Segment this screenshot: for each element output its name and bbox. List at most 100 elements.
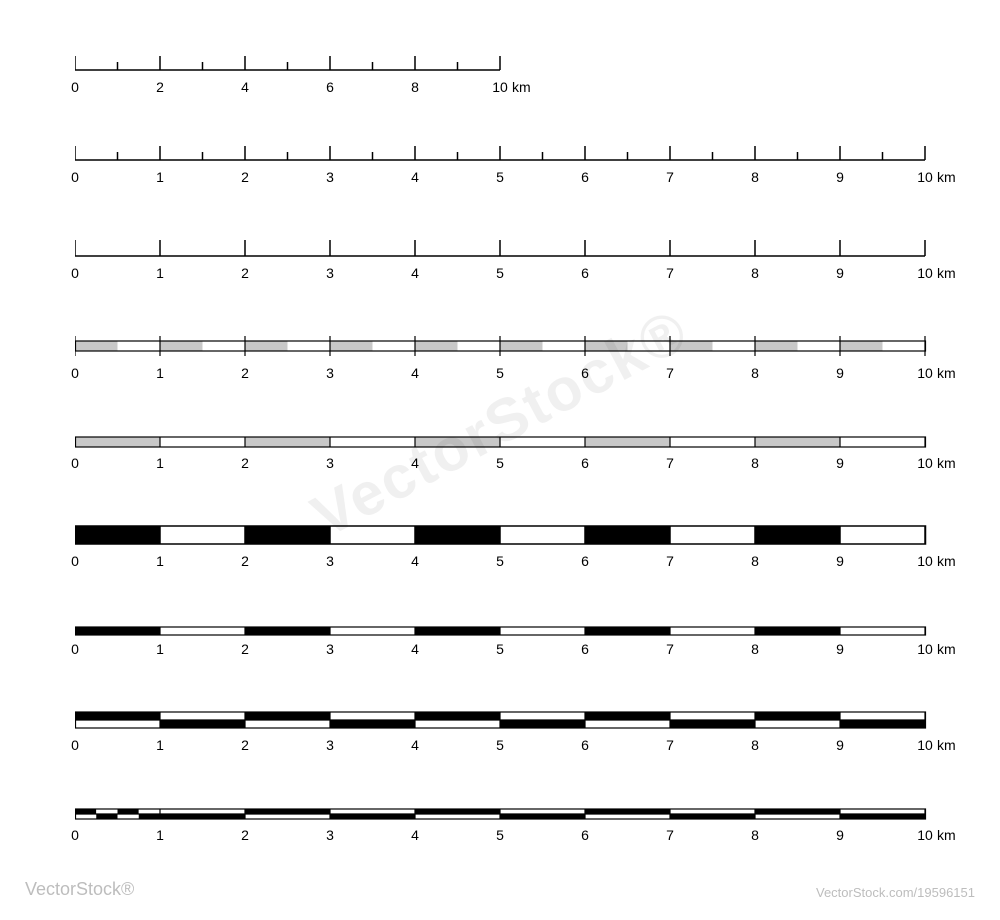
scalebar-bar-6: 012345678910km (75, 525, 925, 573)
scale-label: 2 (241, 265, 249, 281)
scale-label: 8 (751, 169, 759, 185)
scale-label: 1 (156, 553, 164, 569)
scalebar-svg (75, 525, 927, 545)
scale-label: 7 (666, 365, 674, 381)
scale-label: 5 (496, 737, 504, 753)
unit-label: km (937, 553, 956, 569)
scale-label: 1 (156, 641, 164, 657)
scalebar-graphic (75, 623, 925, 633)
unit-label: km (937, 737, 956, 753)
scale-label: 7 (666, 827, 674, 843)
scale-label: 3 (326, 365, 334, 381)
scale-label: 1 (156, 365, 164, 381)
scalebar-bar-9: 012345678910km (75, 807, 925, 847)
scale-label: 4 (241, 79, 249, 95)
scale-label: 4 (411, 365, 419, 381)
scale-label: 5 (496, 265, 504, 281)
scale-label: 9 (836, 455, 844, 471)
unit-label: km (937, 641, 956, 657)
scalebar-graphic (75, 435, 925, 447)
unit-label: km (937, 365, 956, 381)
scale-label: 9 (836, 553, 844, 569)
scale-label: 4 (411, 455, 419, 471)
scale-label: 4 (411, 553, 419, 569)
scale-label: 1 (156, 265, 164, 281)
scale-label: 0 (71, 169, 79, 185)
scale-label: 7 (666, 553, 674, 569)
scale-label: 0 (71, 827, 79, 843)
scale-label: 6 (581, 455, 589, 471)
scale-label: 6 (581, 737, 589, 753)
scale-label: 7 (666, 641, 674, 657)
scale-label: 3 (326, 737, 334, 753)
scale-label: 5 (496, 553, 504, 569)
scale-label: 8 (751, 553, 759, 569)
scale-label: 9 (836, 827, 844, 843)
scale-label: 3 (326, 265, 334, 281)
scalebar-graphic (75, 55, 925, 71)
scale-label: 2 (241, 737, 249, 753)
scale-label: 3 (326, 553, 334, 569)
scale-label: 9 (836, 365, 844, 381)
unit-label: km (937, 169, 956, 185)
scale-label: 5 (496, 455, 504, 471)
scale-label: 1 (156, 455, 164, 471)
scale-label: 8 (751, 641, 759, 657)
scalebar-svg (75, 808, 927, 820)
scalebar-bar-7: 012345678910km (75, 623, 925, 661)
scale-label: 0 (71, 737, 79, 753)
scale-label: 6 (581, 169, 589, 185)
scale-label: 5 (496, 827, 504, 843)
scale-label: 9 (836, 737, 844, 753)
scale-label: 6 (581, 641, 589, 657)
scalebar-graphic (75, 525, 925, 545)
scale-label: 10 (917, 737, 933, 753)
scale-label: 6 (581, 365, 589, 381)
scale-label: 5 (496, 169, 504, 185)
scale-label: 1 (156, 827, 164, 843)
scale-label: 2 (241, 455, 249, 471)
scale-label: 9 (836, 169, 844, 185)
scale-label: 2 (241, 365, 249, 381)
scalebar-graphic (75, 335, 925, 357)
scale-label: 10 (917, 265, 933, 281)
unit-label: km (512, 79, 531, 95)
scale-label: 8 (751, 265, 759, 281)
scalebar-graphic (75, 711, 925, 729)
scale-label: 8 (751, 365, 759, 381)
unit-label: km (937, 455, 956, 471)
scalebar-bar-4: 012345678910km (75, 335, 925, 385)
scale-label: 10 (917, 455, 933, 471)
scalebar-svg (75, 239, 927, 257)
scale-label: 0 (71, 79, 79, 95)
scalebar-svg (75, 436, 927, 448)
scalebar-bar-8: 012345678910km (75, 711, 925, 757)
scale-label: 6 (581, 827, 589, 843)
scale-label: 10 (917, 641, 933, 657)
watermark-left: VectorStock® (25, 879, 134, 900)
scale-label: 10 (917, 365, 933, 381)
scale-label: 7 (666, 455, 674, 471)
scalebar-svg (75, 145, 927, 161)
scale-label: 0 (71, 641, 79, 657)
scale-label: 3 (326, 641, 334, 657)
scale-label: 2 (241, 169, 249, 185)
scalebar-svg (75, 335, 927, 357)
scale-label: 6 (581, 265, 589, 281)
scale-label: 0 (71, 365, 79, 381)
scale-label: 0 (71, 553, 79, 569)
scalebar-svg (75, 711, 927, 729)
scalebar-svg (75, 626, 927, 636)
scale-label: 10 (492, 79, 508, 95)
scale-label: 6 (326, 79, 334, 95)
scale-label: 8 (751, 455, 759, 471)
scale-label: 4 (411, 827, 419, 843)
scale-label: 0 (71, 455, 79, 471)
scale-label: 3 (326, 827, 334, 843)
scale-label: 7 (666, 265, 674, 281)
scale-label: 2 (241, 827, 249, 843)
scalebar-graphic (75, 239, 925, 257)
watermark-right: VectorStock.com/19596151 (816, 885, 975, 900)
unit-label: km (937, 827, 956, 843)
scale-label: 3 (326, 169, 334, 185)
